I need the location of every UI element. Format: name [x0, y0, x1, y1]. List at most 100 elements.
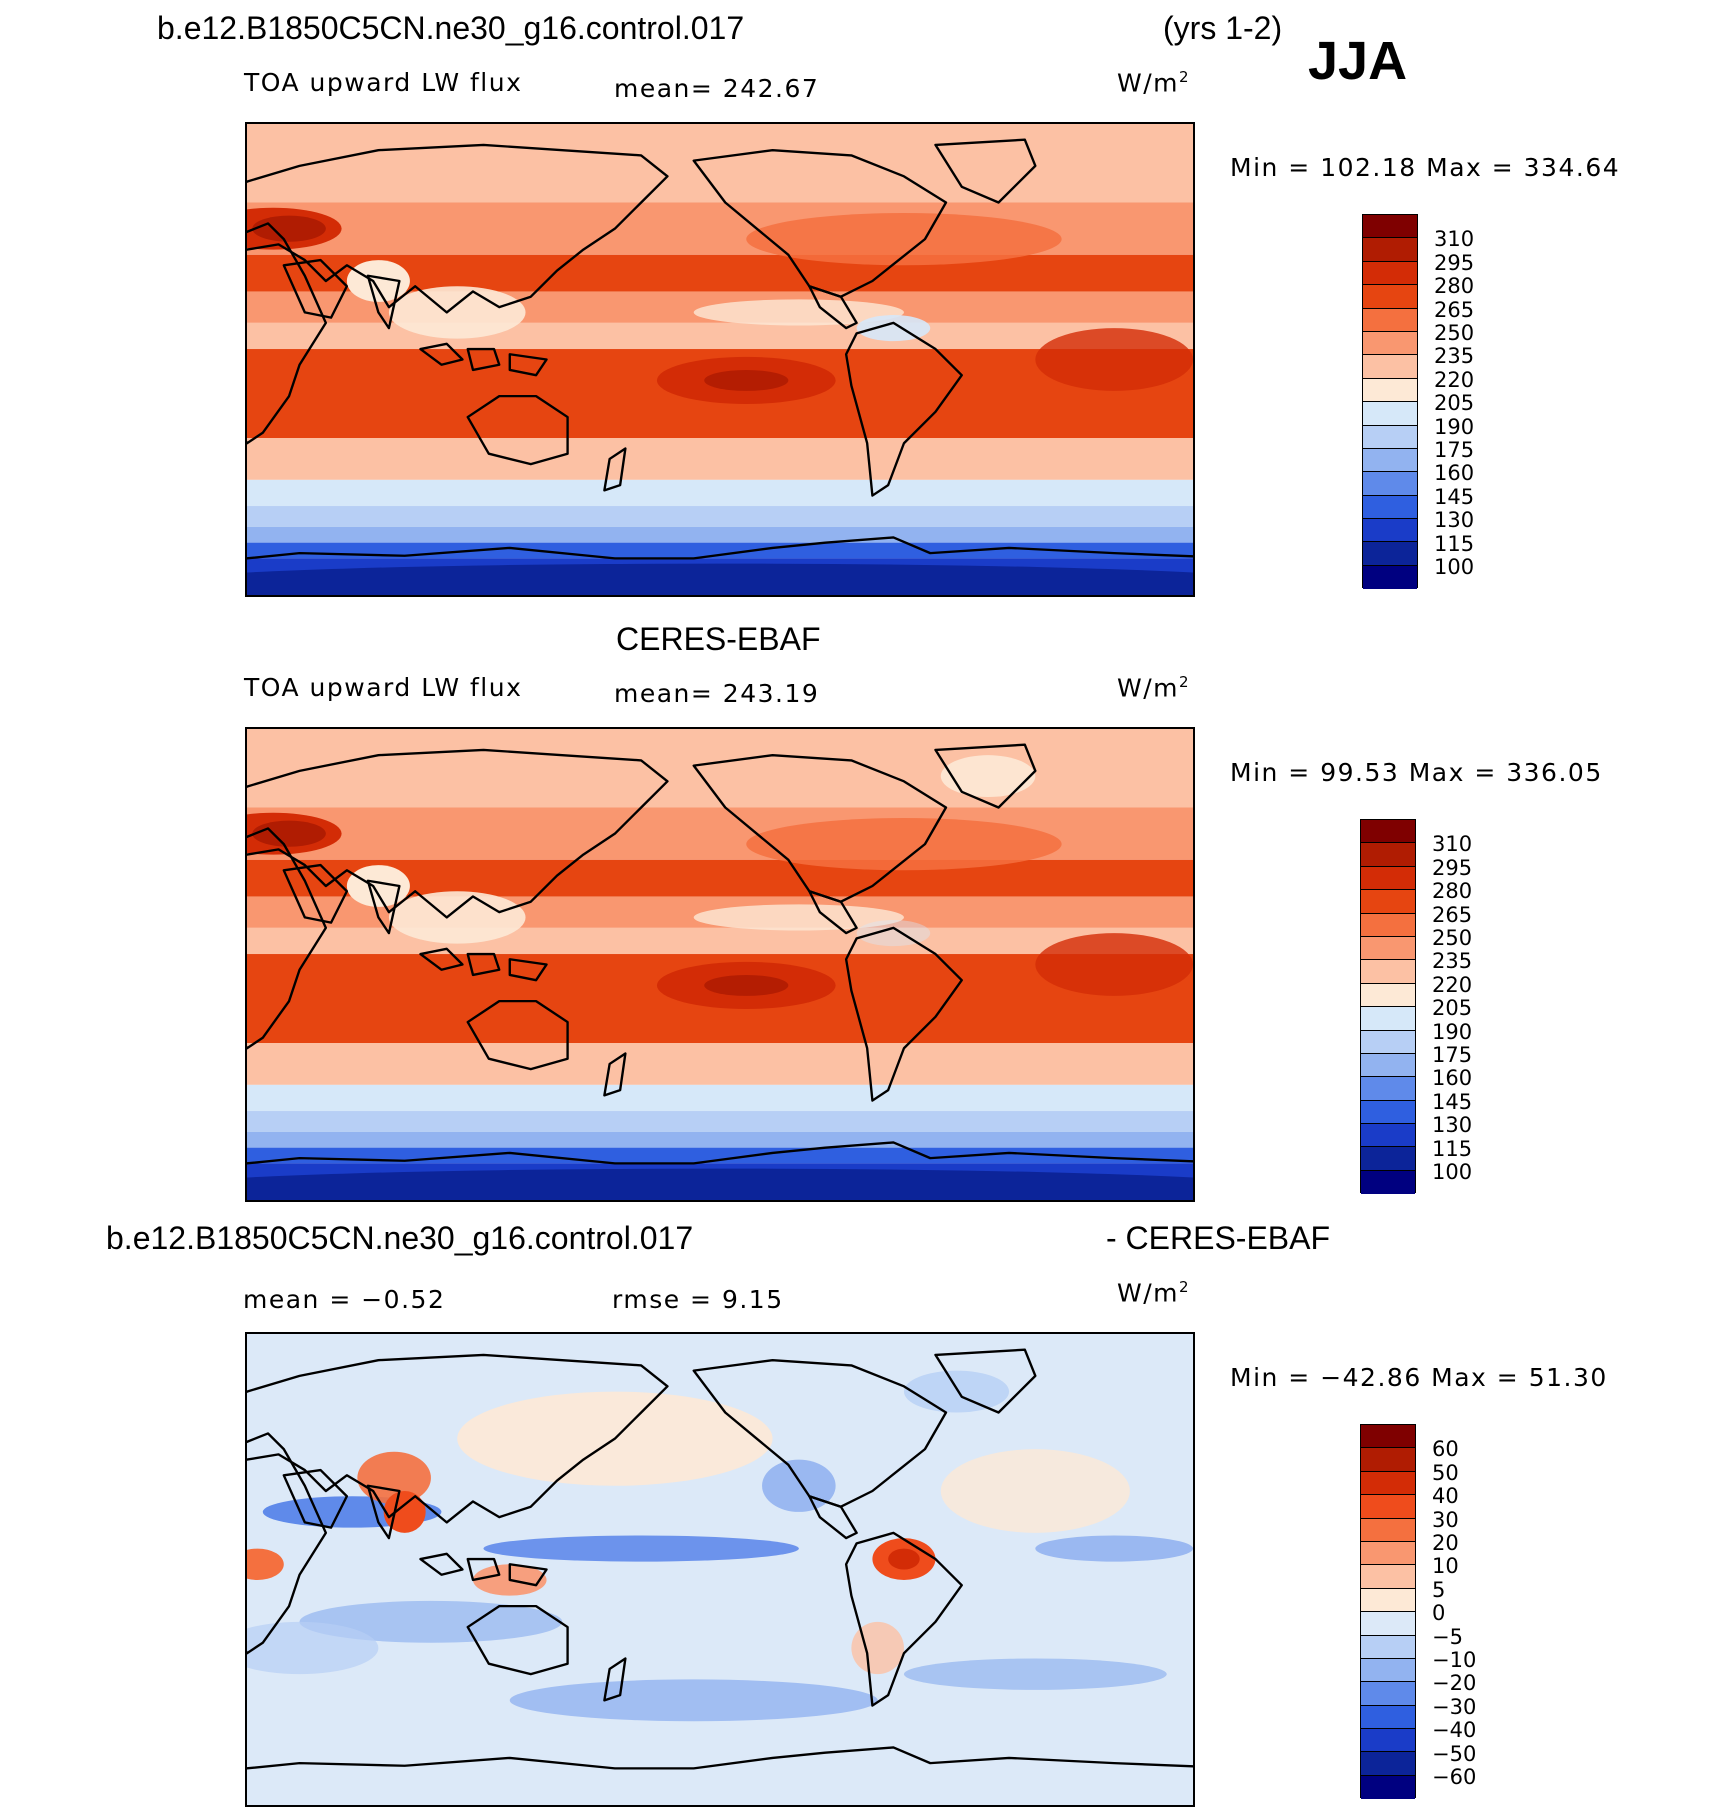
coastline	[844, 1531, 963, 1707]
coastline	[366, 879, 401, 935]
coastline	[934, 1348, 1037, 1414]
colorbar-swatch	[1361, 843, 1415, 867]
colorbar-swatches	[1360, 819, 1416, 1195]
colorbar-tick-label: 5	[1432, 1577, 1446, 1602]
colorbar-tick-label: −50	[1432, 1741, 1477, 1766]
coastline	[844, 926, 963, 1102]
coastline	[419, 342, 464, 366]
colorbar-swatch	[1363, 542, 1417, 566]
coastline	[603, 1052, 627, 1097]
panel2-minmax: Min = 99.53 Max = 336.05	[1230, 758, 1603, 787]
season-label: JJA	[1308, 31, 1408, 91]
colorbar-tick-label: 190	[1434, 414, 1475, 439]
colorbar-tick-label: 310	[1434, 227, 1475, 252]
coastline	[603, 1657, 627, 1702]
colorbar-tick-label: −60	[1432, 1765, 1477, 1789]
colorbar-tick-label: 250	[1432, 926, 1473, 950]
coastline	[808, 890, 858, 935]
colorbar-swatch	[1361, 820, 1415, 844]
colorbar-swatch	[1363, 448, 1417, 473]
coastline	[247, 1432, 328, 1655]
coastline	[508, 1563, 548, 1587]
colorbar-tick-label: 160	[1432, 1066, 1473, 1091]
colorbar-swatch	[1361, 960, 1415, 984]
panel3-map-field	[247, 1334, 1193, 1805]
colorbar-tick-label: 30	[1432, 1507, 1459, 1532]
colorbar-tick-label: 235	[1432, 949, 1473, 974]
colorbar-swatch	[1361, 1752, 1415, 1776]
colorbar-tick-label: 220	[1432, 972, 1473, 997]
panel2-units: W/m2	[1117, 673, 1191, 703]
case-title: b.e12.B1850C5CN.ne30_g16.control.017	[157, 10, 745, 46]
coastline	[282, 1468, 349, 1529]
colorbar-tick-label: 60	[1432, 1437, 1459, 1462]
colorbar-tick-label: −5	[1432, 1624, 1463, 1649]
colorbar-swatch	[1361, 1471, 1415, 1496]
panel2-title: CERES-EBAF	[616, 621, 821, 657]
colorbar-swatch	[1361, 1448, 1415, 1472]
coastline	[808, 1495, 858, 1540]
coastline	[247, 222, 328, 445]
colorbar-tick-label: −40	[1432, 1718, 1477, 1743]
colorbar-tick-label: 40	[1432, 1484, 1459, 1509]
panel1-map	[245, 122, 1195, 597]
panel2-mean-label: mean= 243.19	[614, 679, 820, 708]
panel3-title-left: b.e12.B1850C5CN.ne30_g16.control.017	[106, 1220, 694, 1256]
colorbar-swatch	[1361, 1635, 1415, 1659]
colorbar-tick-label: 130	[1434, 508, 1475, 533]
colorbar-tick-label: 160	[1434, 461, 1475, 486]
colorbar-tick-label: −30	[1432, 1694, 1477, 1719]
colorbar-swatch	[1361, 1705, 1415, 1730]
colorbar-tick-label: 190	[1432, 1019, 1473, 1044]
colorbar-tick-label: 145	[1432, 1089, 1473, 1114]
panel3-minmax: Min = −42.86 Max = 51.30	[1230, 1363, 1608, 1392]
coastline	[692, 1358, 948, 1508]
coastline	[247, 748, 669, 919]
coastline	[466, 347, 501, 372]
colorbar-swatch	[1361, 1100, 1415, 1125]
colorbar-tick-label: 20	[1432, 1531, 1459, 1555]
panel3-title-right: - CERES-EBAF	[1106, 1220, 1331, 1256]
coastline	[603, 447, 627, 492]
colorbar-swatches	[1360, 1424, 1416, 1800]
colorbar-tick-label: 295	[1434, 250, 1475, 275]
coastline	[419, 1552, 464, 1576]
colorbar-swatch	[1363, 331, 1417, 356]
colorbar-swatch	[1361, 936, 1415, 961]
coastline	[466, 1604, 569, 1676]
panel2-map-field	[247, 729, 1193, 1200]
coastline	[466, 1557, 501, 1582]
colorbar-swatch	[1363, 519, 1417, 543]
coastline	[247, 1141, 1193, 1165]
colorbar-swatch	[1361, 1495, 1415, 1519]
coastline	[419, 947, 464, 971]
colorbar-tick-label: 100	[1434, 555, 1475, 579]
colorbar-swatch	[1361, 1030, 1415, 1054]
coastline	[934, 743, 1037, 809]
colorbar-swatch	[1363, 378, 1417, 403]
colorbar-swatch	[1361, 1588, 1415, 1613]
panel3-map	[245, 1332, 1195, 1807]
colorbar-tick-label: 115	[1432, 1136, 1473, 1161]
colorbar-tick-label: 250	[1434, 321, 1475, 345]
colorbar-tick-label: 115	[1434, 531, 1475, 556]
colorbar-tick-label: 50	[1432, 1460, 1459, 1485]
colorbar-swatch	[1363, 238, 1417, 262]
colorbar-swatch	[1361, 1682, 1415, 1706]
colorbar-swatch	[1363, 308, 1417, 332]
colorbar-swatch	[1361, 1053, 1415, 1078]
panel1-minmax: Min = 102.18 Max = 334.64	[1230, 153, 1621, 182]
panel3-units: W/m2	[1117, 1278, 1191, 1308]
colorbar-tick-label: 10	[1432, 1554, 1459, 1579]
panel3-rmse-label: rmse = 9.15	[612, 1285, 784, 1314]
coastlines	[247, 1348, 1193, 1770]
colorbar-tick-label: 205	[1432, 996, 1473, 1021]
colorbar-tick-label: 295	[1432, 855, 1473, 880]
colorbar-swatch	[1361, 913, 1415, 937]
coastline	[692, 148, 948, 298]
colorbar-swatch	[1361, 983, 1415, 1008]
colorbar-swatch	[1361, 1124, 1415, 1148]
panel2-variable-label: TOA upward LW flux	[244, 673, 523, 702]
coastline	[366, 274, 401, 330]
colorbar-tick-label: 235	[1434, 344, 1475, 369]
